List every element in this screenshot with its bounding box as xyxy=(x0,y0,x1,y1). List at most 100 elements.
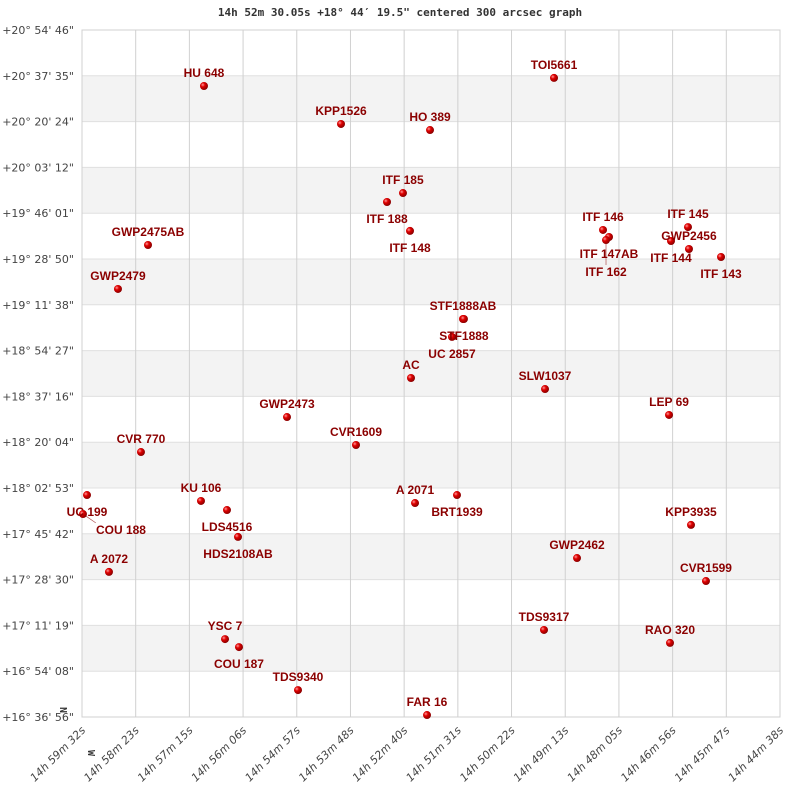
y-tick-label: +20° 03' 12" xyxy=(2,161,74,174)
star-point xyxy=(406,374,415,383)
star-label: ITF 147AB xyxy=(580,247,639,261)
y-tick-label: +18° 02' 53" xyxy=(2,482,74,495)
star-point xyxy=(337,119,346,128)
star-point xyxy=(602,236,611,245)
star-point xyxy=(113,284,122,293)
star-point xyxy=(666,638,675,647)
x-tick-label: 14h 59m 32s xyxy=(28,724,89,785)
chart-title: 14h 52m 30.05s +18° 44′ 19.5" centered 3… xyxy=(217,6,583,19)
star-label: ITF 145 xyxy=(667,207,709,221)
star-label: FAR 16 xyxy=(407,695,448,709)
star-point xyxy=(459,315,468,324)
star-label: UC 2857 xyxy=(428,347,476,361)
star-point xyxy=(144,240,153,249)
star-label: YSC 7 xyxy=(208,619,243,633)
star-point xyxy=(398,189,407,198)
star-point xyxy=(234,643,243,652)
star-label: LDS4516 xyxy=(202,520,253,534)
star-label: A 2071 xyxy=(396,483,435,497)
star-label: ITF 146 xyxy=(582,210,624,224)
north-indicator: N xyxy=(57,707,68,713)
x-tick-label: 14h 53m 48s xyxy=(296,724,357,785)
star-point xyxy=(599,225,608,234)
y-tick-label: +20° 54' 46" xyxy=(2,24,74,37)
y-tick-label: +20° 20' 24" xyxy=(2,116,74,129)
star-label: HO 389 xyxy=(409,110,451,124)
star-label: BRT1939 xyxy=(431,505,483,519)
star-point xyxy=(104,567,113,576)
star-label: ITF 148 xyxy=(389,241,431,255)
star-label: ITF 143 xyxy=(700,267,742,281)
star-label: AC xyxy=(402,358,420,372)
star-label: KPP3935 xyxy=(665,505,717,519)
star-label: ITF 185 xyxy=(382,173,424,187)
x-tick-label: 14h 46m 56s xyxy=(618,724,679,785)
star-point xyxy=(447,332,456,341)
star-label: TDS9317 xyxy=(519,610,570,624)
star-point xyxy=(406,226,415,235)
star-point xyxy=(222,506,231,515)
star-label: COU 188 xyxy=(96,523,146,537)
star-label: ITF 162 xyxy=(585,265,627,279)
star-point xyxy=(78,510,87,519)
x-tick-label: 14h 45m 47s xyxy=(672,724,733,785)
y-tick-label: +17° 11' 19" xyxy=(2,619,74,632)
star-label: CVR1609 xyxy=(330,425,382,439)
y-tick-label: +19° 28' 50" xyxy=(2,253,74,266)
star-label: CVR 770 xyxy=(117,432,166,446)
star-label: ITF 188 xyxy=(366,212,408,226)
y-tick-label: +18° 54' 27" xyxy=(2,345,74,358)
star-label: TOI5661 xyxy=(531,58,578,72)
star-label: HU 648 xyxy=(184,66,225,80)
grid-band xyxy=(82,533,780,580)
star-point xyxy=(352,440,361,449)
x-tick-label: 14h 44m 38s xyxy=(726,724,787,785)
x-tick-label: 14h 56m 06s xyxy=(189,724,250,785)
star-point xyxy=(83,491,92,500)
star-label: GWP2456 xyxy=(661,229,717,243)
star-label: STF1888AB xyxy=(430,299,497,313)
star-label: GWP2473 xyxy=(259,397,315,411)
star-point xyxy=(683,223,692,232)
star-point xyxy=(282,413,291,422)
star-point xyxy=(666,236,675,245)
star-point xyxy=(196,496,205,505)
star-point xyxy=(541,385,550,394)
x-tick-label: 14h 57m 15s xyxy=(135,724,196,785)
star-point xyxy=(383,197,392,206)
grid-band xyxy=(82,259,780,305)
grid-band xyxy=(82,350,780,397)
x-tick-label: 14h 52m 40s xyxy=(350,724,411,785)
star-label: GWP2475AB xyxy=(112,225,185,239)
star-point xyxy=(684,244,693,253)
x-tick-label: 14h 54m 57s xyxy=(242,724,303,785)
y-tick-label: +17° 28' 30" xyxy=(2,574,74,587)
star-label: COU 187 xyxy=(214,657,264,671)
star-label: HDS2108AB xyxy=(203,547,273,561)
star-point xyxy=(550,73,559,82)
west-indicator: W xyxy=(85,750,96,757)
star-label: CVR1599 xyxy=(680,561,732,575)
grid-band xyxy=(82,442,780,488)
y-tick-label: +16° 36' 56" xyxy=(2,711,74,724)
star-point xyxy=(411,499,420,508)
y-tick-label: +18° 37' 16" xyxy=(2,390,74,403)
grid-band xyxy=(82,75,780,122)
star-point xyxy=(294,686,303,695)
star-point xyxy=(686,520,695,529)
star-label: KPP1526 xyxy=(315,104,367,118)
star-point xyxy=(199,82,208,91)
star-point xyxy=(665,410,674,419)
star-label: STF1888 xyxy=(439,329,489,343)
y-tick-label: +17° 45' 42" xyxy=(2,528,74,541)
grid-band xyxy=(82,625,780,672)
x-tick-label: 14h 49m 13s xyxy=(511,724,572,785)
star-point xyxy=(233,532,242,541)
x-tick-label: 14h 48m 05s xyxy=(565,724,626,785)
y-tick-label: +19° 46' 01" xyxy=(2,207,74,220)
star-point xyxy=(136,448,145,457)
star-label: TDS9340 xyxy=(273,670,324,684)
star-point xyxy=(423,711,432,720)
star-point xyxy=(426,126,435,135)
star-label: RAO 320 xyxy=(645,623,695,637)
